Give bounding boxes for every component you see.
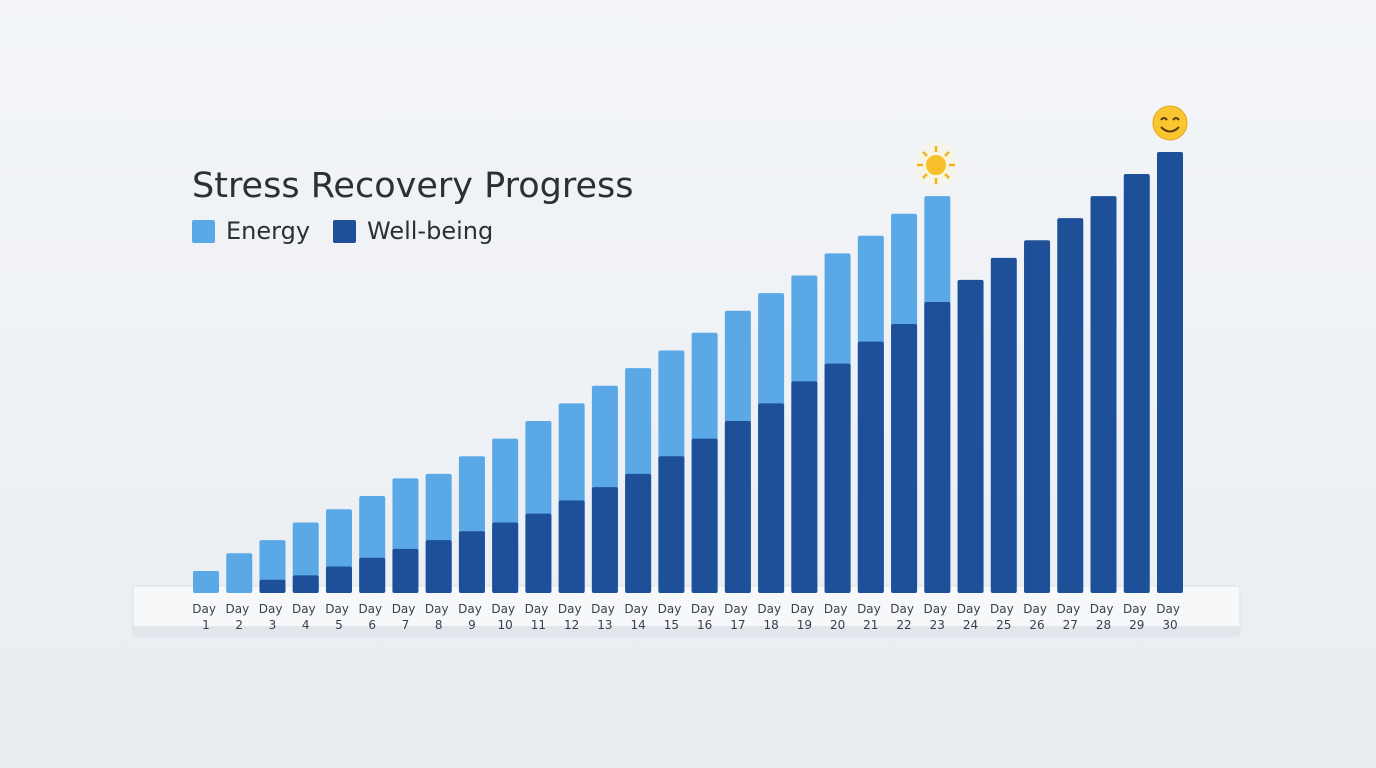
x-tick-label: Day 29 xyxy=(1123,602,1151,632)
well-being-bar xyxy=(924,301,951,593)
legend-label: Energy xyxy=(226,217,310,245)
x-tick-label: Day 26 xyxy=(1023,602,1051,632)
x-tick-label: Day 17 xyxy=(724,602,752,632)
chart-title: Stress Recovery Progress xyxy=(192,166,633,206)
smiley-mouth xyxy=(1160,126,1180,133)
x-tick-label: Day 15 xyxy=(658,602,686,632)
well-being-bar xyxy=(525,513,552,593)
well-being-bar xyxy=(824,363,851,593)
x-tick-label: Day 25 xyxy=(990,602,1018,632)
x-tick-label: Day 7 xyxy=(392,602,420,632)
well-being-bar xyxy=(1123,174,1150,594)
legend: Energy Well-being xyxy=(192,217,493,245)
x-tick-label: Day 12 xyxy=(558,602,586,632)
x-tick-label: Day 23 xyxy=(924,602,952,632)
well-being-bar xyxy=(791,381,818,593)
sun-rays xyxy=(917,146,955,184)
decorations xyxy=(910,105,1188,191)
x-tick-label: Day 21 xyxy=(857,602,885,632)
x-tick-label: Day 6 xyxy=(358,602,386,632)
well-being-bar xyxy=(625,473,652,593)
well-being-bar xyxy=(325,566,352,593)
legend-label: Well-being xyxy=(367,217,493,245)
x-tick-label: Day 20 xyxy=(824,602,852,632)
x-tick-label: Day 10 xyxy=(491,602,519,632)
smiley-eyes xyxy=(1160,117,1180,121)
well-being-bar xyxy=(691,438,718,593)
smiley xyxy=(1152,105,1188,141)
x-tick-label: Day 16 xyxy=(691,602,719,632)
well-being-bar xyxy=(724,421,751,593)
x-tick-label: Day 3 xyxy=(259,602,287,632)
x-tick-label: Day 22 xyxy=(890,602,918,632)
well-being-bar xyxy=(259,579,286,593)
x-tick-label: Day 9 xyxy=(458,602,486,632)
well-being-bar xyxy=(1090,196,1117,593)
x-tick-label: Day 5 xyxy=(325,602,353,632)
well-being-bar xyxy=(425,540,452,593)
x-tick-label: Day 1 xyxy=(192,602,220,632)
x-tick-label: Day 8 xyxy=(425,602,453,632)
x-tick-label: Day 24 xyxy=(957,602,985,632)
well-being-bar xyxy=(1057,218,1084,593)
x-tick-label: Day 11 xyxy=(525,602,553,632)
x-tick-label: Day 27 xyxy=(1057,602,1085,632)
x-tick-label: Day 13 xyxy=(591,602,619,632)
well-being-bar xyxy=(359,557,386,593)
well-being-bar xyxy=(1024,240,1051,593)
well-being-bar xyxy=(591,487,618,593)
well-being-bar xyxy=(857,341,884,593)
x-tick-label: Day 2 xyxy=(225,602,253,632)
well-being-bar xyxy=(292,575,319,593)
well-being-bar xyxy=(558,500,585,593)
x-tick-label: Day 18 xyxy=(757,602,785,632)
platform-edge xyxy=(133,626,1240,636)
legend-swatch xyxy=(333,220,356,243)
x-tick-label: Day 14 xyxy=(624,602,652,632)
x-tick-label: Day 4 xyxy=(292,602,320,632)
well-being-bar xyxy=(1157,152,1183,593)
legend-swatch xyxy=(192,220,215,243)
well-being-bar xyxy=(758,403,785,593)
bars xyxy=(193,152,1183,594)
energy-bar xyxy=(226,553,253,593)
sun xyxy=(926,155,946,175)
x-tick-label: Day 28 xyxy=(1090,602,1118,632)
well-being-bar xyxy=(990,257,1017,593)
well-being-bar xyxy=(492,522,519,593)
well-being-bar xyxy=(658,456,685,593)
x-tick-label: Day 30 xyxy=(1156,602,1184,632)
well-being-bar xyxy=(957,279,984,593)
x-tick-label: Day 19 xyxy=(791,602,819,632)
energy-bar xyxy=(193,570,219,593)
well-being-bar xyxy=(891,323,918,593)
well-being-bar xyxy=(392,548,419,593)
well-being-bar xyxy=(458,531,485,593)
